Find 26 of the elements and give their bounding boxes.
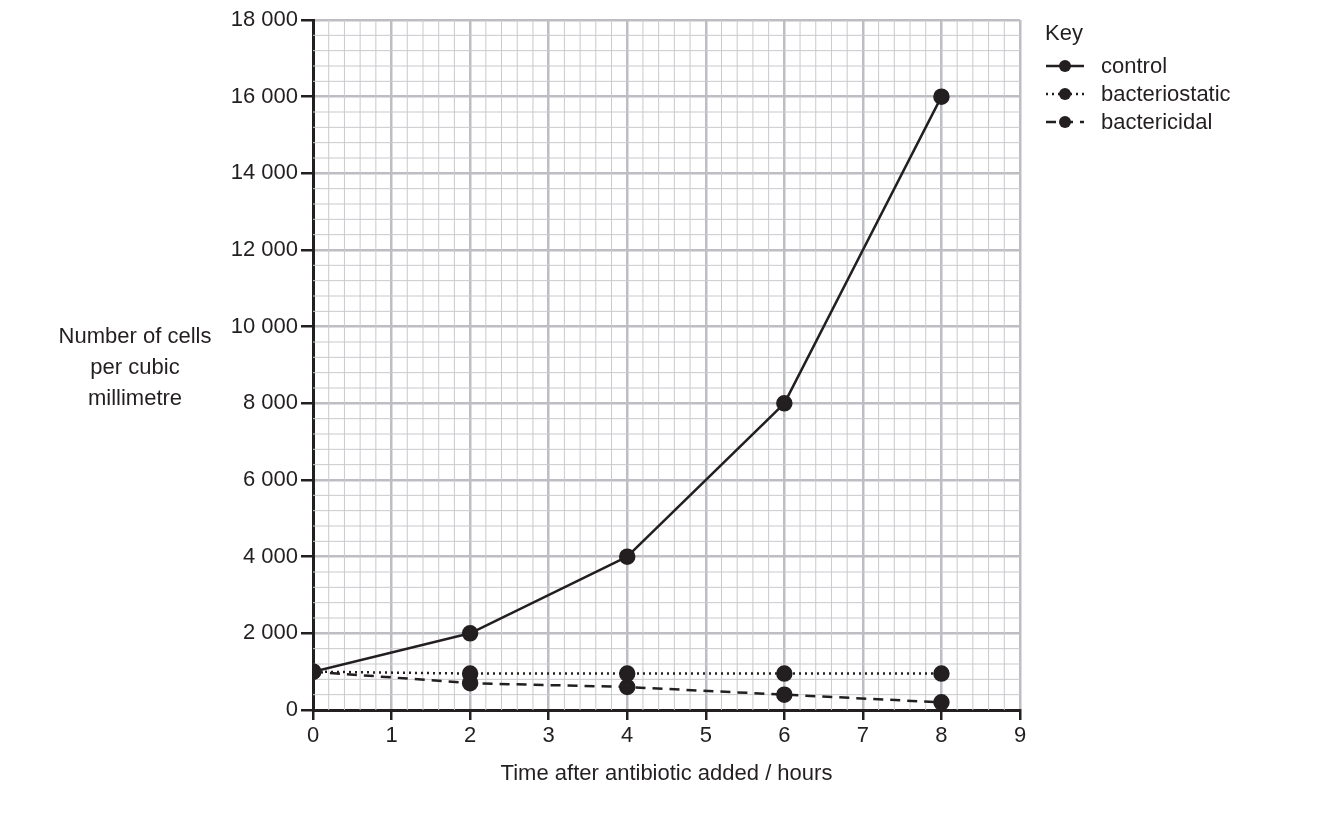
y-tick-label: 6 000 [242,466,298,492]
x-tick-label: 8 [935,722,948,748]
y-tick-label: 14 000 [230,159,298,185]
x-tick-label: 7 [856,722,870,748]
y-tick-label: 10 000 [230,312,298,338]
x-tick-label: 6 [778,722,791,748]
x-tick-label: 4 [621,722,634,748]
y-tick-label: 12 000 [230,236,298,262]
y-tick-label: 16 000 [230,82,298,108]
y-tick-label: 8 000 [242,389,298,415]
legend-title: Key [1045,20,1084,46]
legend-label: control [1101,53,1168,79]
y-tick-label: 0 [285,696,298,722]
x-tick-label: 3 [542,722,555,748]
x-tick-label: 0 [306,722,320,748]
y-tick-label: 18 000 [230,6,298,32]
x-tick-label: 2 [463,722,477,748]
x-tick-label: 1 [385,722,398,748]
y-axis-title: Number of cells per cubic millimetre [57,322,213,412]
legend-label: bactericidal [1101,109,1213,135]
y-tick-label: 4 000 [242,542,298,568]
x-tick-label: 9 [1013,722,1027,748]
x-axis-title: Time after antibiotic added / hours [499,760,834,786]
y-tick-label: 2 000 [242,619,298,645]
x-tick-label: 5 [699,722,712,748]
legend-label: bacteriostatic [1101,81,1231,107]
